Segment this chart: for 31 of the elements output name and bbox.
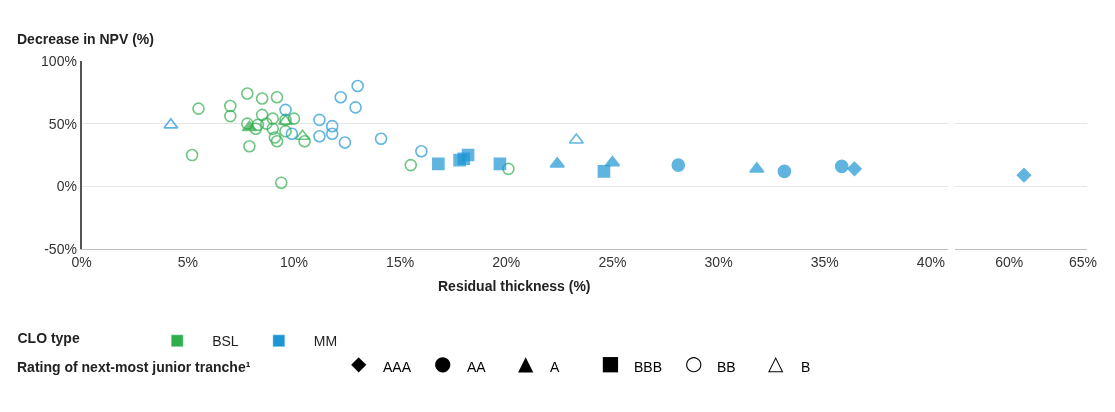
y-tick-label: 100% — [41, 52, 77, 69]
text: BB — [717, 359, 736, 375]
x-tick-label: 60% — [995, 254, 1024, 271]
x-tick-label: 5% — [177, 254, 198, 271]
legend-label: BSL — [212, 333, 239, 350]
x-tick-label: 30% — [704, 254, 733, 271]
text: AA — [467, 359, 487, 375]
text: BBB — [634, 359, 663, 375]
y-tick-label: 50% — [48, 115, 77, 132]
text: ◆ — [351, 351, 367, 375]
x-tick-label: 15% — [386, 254, 415, 271]
text: ○ — [685, 351, 703, 375]
x-tick-label: 20% — [492, 254, 521, 271]
x-tick-label: 40% — [916, 254, 945, 271]
legend-label: MM — [313, 333, 338, 350]
text: ■ — [601, 351, 620, 375]
x-axis-title: Residual thickness (%) — [438, 278, 591, 294]
text: △ — [768, 351, 784, 375]
y-tick-label: 0% — [56, 178, 77, 195]
x-tick-label: 35% — [810, 254, 839, 271]
text: AAA — [383, 359, 412, 375]
x-tick-label: 25% — [598, 254, 627, 271]
text: Rating of next-most junior tranche¹ — [17, 359, 251, 375]
text: B — [801, 359, 811, 375]
text: ● — [434, 351, 452, 375]
y-axis-title: Decrease in NPV (%) — [17, 31, 154, 47]
text: ▲ — [518, 351, 534, 375]
x-tick-label: 10% — [279, 254, 309, 271]
text: A — [550, 359, 560, 375]
legend-title: CLO type — [17, 330, 80, 347]
x-tick-label: 65% — [1068, 254, 1097, 271]
